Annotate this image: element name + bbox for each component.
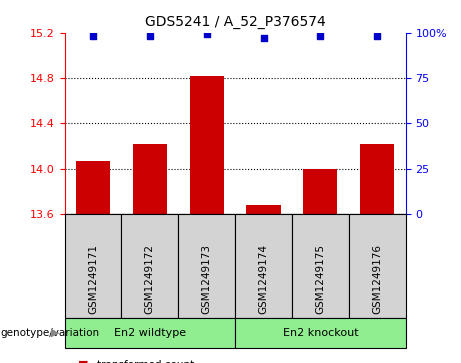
Point xyxy=(146,33,154,39)
Text: GSM1249171: GSM1249171 xyxy=(88,244,98,314)
Text: En2 wildtype: En2 wildtype xyxy=(114,328,186,338)
Text: ■: ■ xyxy=(78,360,89,363)
Text: ▶: ▶ xyxy=(52,328,60,338)
Text: GSM1249174: GSM1249174 xyxy=(259,244,269,314)
Point xyxy=(89,33,97,39)
Point xyxy=(203,32,210,37)
Point xyxy=(317,33,324,39)
Text: GSM1249175: GSM1249175 xyxy=(315,244,325,314)
Text: En2 knockout: En2 knockout xyxy=(283,328,358,338)
Bar xyxy=(303,169,337,214)
Text: genotype/variation: genotype/variation xyxy=(0,328,99,338)
Point xyxy=(373,33,381,39)
Bar xyxy=(247,205,281,214)
Text: transformed count: transformed count xyxy=(97,360,194,363)
Text: GSM1249173: GSM1249173 xyxy=(201,244,212,314)
Bar xyxy=(360,144,394,214)
Bar xyxy=(189,76,224,214)
Point xyxy=(260,35,267,41)
Text: GSM1249172: GSM1249172 xyxy=(145,244,155,314)
Bar xyxy=(133,144,167,214)
Text: GSM1249176: GSM1249176 xyxy=(372,244,382,314)
Bar xyxy=(76,161,110,214)
Title: GDS5241 / A_52_P376574: GDS5241 / A_52_P376574 xyxy=(145,15,325,29)
